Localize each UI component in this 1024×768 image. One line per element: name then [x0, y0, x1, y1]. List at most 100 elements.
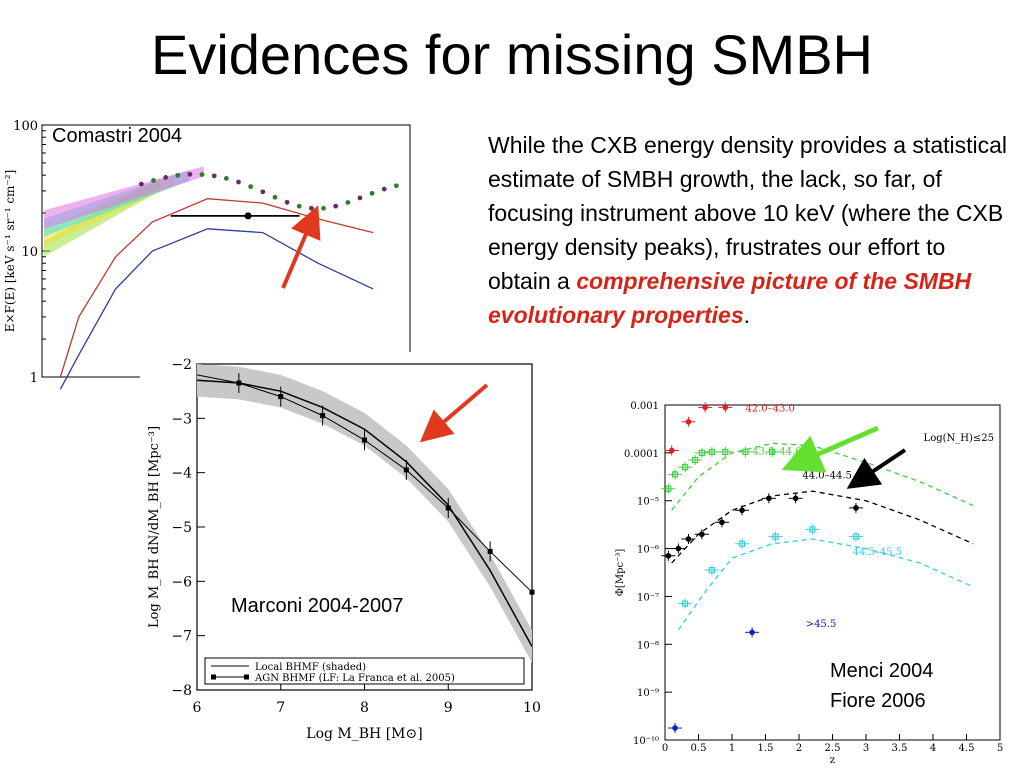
agn-point — [529, 589, 535, 595]
data-point — [199, 172, 205, 177]
data-point — [236, 179, 241, 185]
x-tick-label: 7 — [276, 700, 285, 716]
y-tick-label: −8 — [171, 683, 192, 699]
series-label: >45.5 — [806, 619, 837, 630]
series-point — [852, 533, 860, 540]
fiore-credit: Fiore 2006 — [830, 690, 926, 712]
series-point — [772, 533, 779, 540]
body-emphasis: comprehensive picture of the SMBH evolut… — [488, 268, 972, 328]
comastri-credit: Comastri 2004 — [52, 125, 183, 147]
series-point — [665, 485, 672, 492]
y-tick-label: 10⁻⁵ — [637, 497, 659, 508]
legend-marker-agn — [211, 674, 216, 680]
local-bhmf-line — [196, 379, 533, 647]
x-tick-label: 3.5 — [892, 743, 908, 754]
y-tick-label: 1 — [30, 371, 38, 386]
agn-point — [236, 380, 242, 386]
series-point — [685, 536, 692, 542]
legend-nh: Log(N_H)≤25 — [924, 433, 994, 444]
x-tick-label: 9 — [444, 700, 453, 716]
agn-point — [487, 548, 493, 554]
series-point — [809, 526, 816, 533]
series-point — [853, 505, 859, 511]
slide-title: Evidences for missing SMBH — [150, 23, 873, 86]
series-point — [766, 495, 772, 502]
series-point — [722, 448, 729, 456]
data-point — [284, 199, 290, 205]
series-label: 43.0–44.0 — [752, 446, 802, 457]
data-point-highlight — [244, 212, 252, 220]
y-tick-label: 10⁻⁶ — [637, 545, 659, 556]
y-axis-label: Φ[Mpc⁻³] — [615, 549, 626, 597]
series-point — [665, 552, 672, 559]
series-point — [702, 404, 708, 411]
red-arrow-icon — [419, 383, 489, 443]
data-band — [44, 166, 204, 229]
series-point — [675, 545, 682, 552]
series-point — [708, 448, 716, 456]
series-point — [668, 447, 675, 454]
marconi-credit: Marconi 2004-2007 — [231, 595, 404, 617]
legend-marker-agn — [244, 674, 249, 680]
body-plain: While the CXB energy density provides a … — [488, 132, 1008, 294]
x-tick-label: 5 — [997, 743, 1003, 754]
x-tick-label: 4 — [930, 743, 936, 754]
data-point — [151, 178, 156, 183]
data-point — [345, 200, 351, 205]
series-label: 44.0–44.5 — [802, 470, 852, 481]
x-tick-label: 2.5 — [825, 743, 841, 754]
agn-point — [403, 467, 409, 473]
menci-credit: Menci 2004 — [830, 660, 934, 682]
x-tick-label: 0 — [662, 743, 668, 754]
data-point — [187, 171, 193, 177]
y-tick-label: −3 — [171, 411, 192, 427]
black-arrow-icon — [846, 448, 907, 489]
data-point — [381, 186, 387, 192]
x-tick-label: 1 — [729, 743, 735, 754]
series-point — [699, 531, 705, 538]
marconi-figure: 6 7 8 9 10 −2 −3 −4 −5 −6 −7 −8 Log M_BH [M⊙] Log M_B… — [140, 352, 545, 747]
series-point — [708, 567, 716, 574]
data-point — [369, 190, 375, 196]
x-tick-label: 4.5 — [959, 743, 975, 754]
x-tick-label: 0.5 — [691, 743, 707, 754]
series-point — [742, 448, 749, 456]
data-point — [175, 172, 181, 178]
data-point — [393, 183, 399, 189]
y-tick-label: 10⁻¹⁰ — [633, 736, 659, 747]
legend-box — [204, 657, 525, 685]
series-point — [738, 540, 746, 547]
model-curve-1 — [671, 490, 974, 564]
data-point — [333, 203, 339, 209]
red-arrow-icon — [281, 205, 321, 289]
series-point — [769, 448, 776, 456]
y-axis-label: Log M_BH dN/dM_BH [Mpc⁻³] — [147, 426, 162, 628]
data-point — [138, 181, 144, 187]
marconi-chart: 6 7 8 9 10 −2 −3 −4 −5 −6 −7 −8 Log M_BH [M⊙] Log M_B… — [147, 357, 541, 742]
menci-chart: 0 0.5 1 1.5 2 2.5 3 3.5 4 4.5 5 0.001 0.0001 10⁻⁵ 10⁻⁶… — [615, 401, 1003, 766]
series-label: 44.5–45.5 — [853, 547, 903, 558]
series-point — [681, 464, 689, 471]
data-point — [260, 189, 266, 195]
x-axis-label: z — [830, 755, 835, 766]
series-point — [671, 471, 679, 478]
y-tick-label: −6 — [171, 574, 192, 590]
y-tick-label: −2 — [171, 357, 192, 373]
y-tick-label: 10⁻⁷ — [637, 592, 659, 603]
y-tick-label: −4 — [171, 466, 192, 482]
x-tick-label: 3 — [863, 743, 869, 754]
model-curve-2 — [677, 538, 974, 631]
menci-figure: 0 0.5 1 1.5 2 2.5 3 3.5 4 4.5 5 0.001 0.0001 10⁻⁵ 10⁻⁶… — [608, 400, 1012, 768]
data-point — [211, 173, 217, 179]
model-curve-1 — [59, 228, 374, 390]
series-point — [739, 507, 745, 514]
series-point — [681, 600, 689, 607]
series-point — [685, 418, 692, 425]
y-tick-label: 10 — [21, 245, 38, 260]
y-tick-label: 10⁻⁹ — [637, 688, 659, 699]
x-tick-label: 6 — [193, 700, 202, 716]
body-paragraph: While the CXB energy density provides a … — [488, 128, 1008, 332]
y-tick-label: 10⁻⁸ — [637, 640, 659, 651]
data-point — [223, 176, 229, 181]
